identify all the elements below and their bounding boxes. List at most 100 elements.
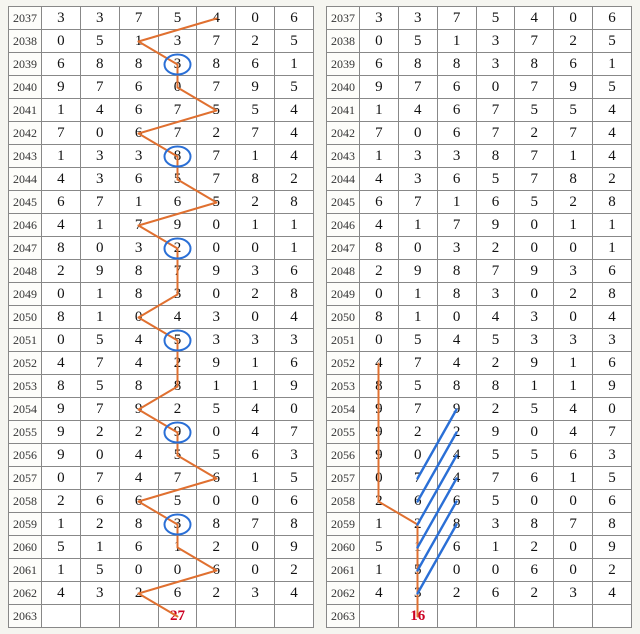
data-cell: 0 <box>437 306 476 329</box>
data-cell: 6 <box>158 582 197 605</box>
row-label: 2054 <box>327 398 360 421</box>
data-cell: 1 <box>476 536 515 559</box>
data-cell: 9 <box>437 398 476 421</box>
data-cell: 2 <box>236 283 275 306</box>
data-cell: 7 <box>554 513 593 536</box>
data-cell: 4 <box>275 582 314 605</box>
data-cell: 1 <box>236 375 275 398</box>
data-cell: 0 <box>554 7 593 30</box>
data-cell: 5 <box>80 30 119 53</box>
data-cell: 7 <box>158 99 197 122</box>
data-cell: 8 <box>42 237 81 260</box>
data-cell: 2 <box>236 191 275 214</box>
data-cell: 5 <box>476 168 515 191</box>
data-cell: 5 <box>197 191 236 214</box>
data-cell: 3 <box>476 53 515 76</box>
data-cell: 9 <box>360 76 399 99</box>
data-cell: 1 <box>437 30 476 53</box>
data-cell: 6 <box>80 490 119 513</box>
data-cell: 0 <box>593 398 632 421</box>
data-cell: 7 <box>80 191 119 214</box>
data-cell: 3 <box>593 444 632 467</box>
data-cell: 6 <box>476 582 515 605</box>
data-cell: 4 <box>275 306 314 329</box>
data-cell: 2 <box>398 513 437 536</box>
data-cell: 5 <box>515 398 554 421</box>
data-cell: 4 <box>80 99 119 122</box>
data-cell: 6 <box>515 559 554 582</box>
data-cell: 9 <box>42 444 81 467</box>
data-cell: 3 <box>554 582 593 605</box>
data-cell: 4 <box>593 99 632 122</box>
data-cell: 1 <box>398 536 437 559</box>
data-cell: 6 <box>275 490 314 513</box>
row-label: 2059 <box>327 513 360 536</box>
data-cell: 6 <box>554 444 593 467</box>
data-cell: 1 <box>42 99 81 122</box>
data-cell: 7 <box>476 99 515 122</box>
data-cell: 0 <box>398 444 437 467</box>
row-label: 2049 <box>9 283 42 306</box>
data-cell: 5 <box>275 30 314 53</box>
data-cell: 8 <box>437 53 476 76</box>
data-cell: 4 <box>236 421 275 444</box>
data-cell: 0 <box>197 214 236 237</box>
data-cell <box>360 605 399 628</box>
data-cell <box>80 605 119 628</box>
data-cell: 6 <box>593 260 632 283</box>
data-cell: 4 <box>236 398 275 421</box>
data-cell: 5 <box>158 7 197 30</box>
data-cell: 6 <box>437 168 476 191</box>
right-table: 2037337540620380513725203968838612040976… <box>326 6 632 628</box>
data-cell: 3 <box>80 582 119 605</box>
data-cell: 3 <box>515 329 554 352</box>
data-cell: 2 <box>197 582 236 605</box>
data-cell: 4 <box>197 7 236 30</box>
row-label: 2043 <box>327 145 360 168</box>
data-cell: 3 <box>398 7 437 30</box>
data-cell: 4 <box>593 582 632 605</box>
data-cell: 9 <box>197 352 236 375</box>
row-label: 2052 <box>9 352 42 375</box>
data-cell: 2 <box>158 398 197 421</box>
data-cell: 8 <box>236 168 275 191</box>
data-cell: 1 <box>42 145 81 168</box>
data-cell: 0 <box>360 467 399 490</box>
data-cell: 3 <box>119 145 158 168</box>
data-cell: 3 <box>80 168 119 191</box>
data-cell: 4 <box>275 99 314 122</box>
row-label: 2060 <box>9 536 42 559</box>
data-cell <box>515 605 554 628</box>
data-cell: 0 <box>476 76 515 99</box>
data-cell: 8 <box>437 283 476 306</box>
row-label: 2037 <box>9 7 42 30</box>
row-label: 2058 <box>327 490 360 513</box>
data-cell: 5 <box>515 99 554 122</box>
data-cell <box>119 605 158 628</box>
data-cell: 7 <box>437 214 476 237</box>
data-cell: 7 <box>80 76 119 99</box>
data-cell: 0 <box>42 30 81 53</box>
data-cell: 4 <box>119 352 158 375</box>
data-cell: 8 <box>275 513 314 536</box>
data-cell: 4 <box>398 99 437 122</box>
data-cell: 3 <box>398 582 437 605</box>
data-cell: 1 <box>236 352 275 375</box>
data-cell: 5 <box>398 329 437 352</box>
data-cell: 6 <box>437 490 476 513</box>
data-cell: 2 <box>42 490 81 513</box>
data-cell: 9 <box>360 398 399 421</box>
data-cell: 0 <box>119 306 158 329</box>
row-label: 2062 <box>9 582 42 605</box>
row-label: 2045 <box>327 191 360 214</box>
data-cell: 2 <box>80 513 119 536</box>
data-cell: 8 <box>119 53 158 76</box>
data-cell: 9 <box>158 421 197 444</box>
data-cell: 8 <box>360 237 399 260</box>
data-cell: 2 <box>476 352 515 375</box>
row-label: 2041 <box>9 99 42 122</box>
data-cell: 3 <box>398 168 437 191</box>
data-cell: 5 <box>80 559 119 582</box>
data-cell: 1 <box>236 467 275 490</box>
row-label: 2050 <box>9 306 42 329</box>
